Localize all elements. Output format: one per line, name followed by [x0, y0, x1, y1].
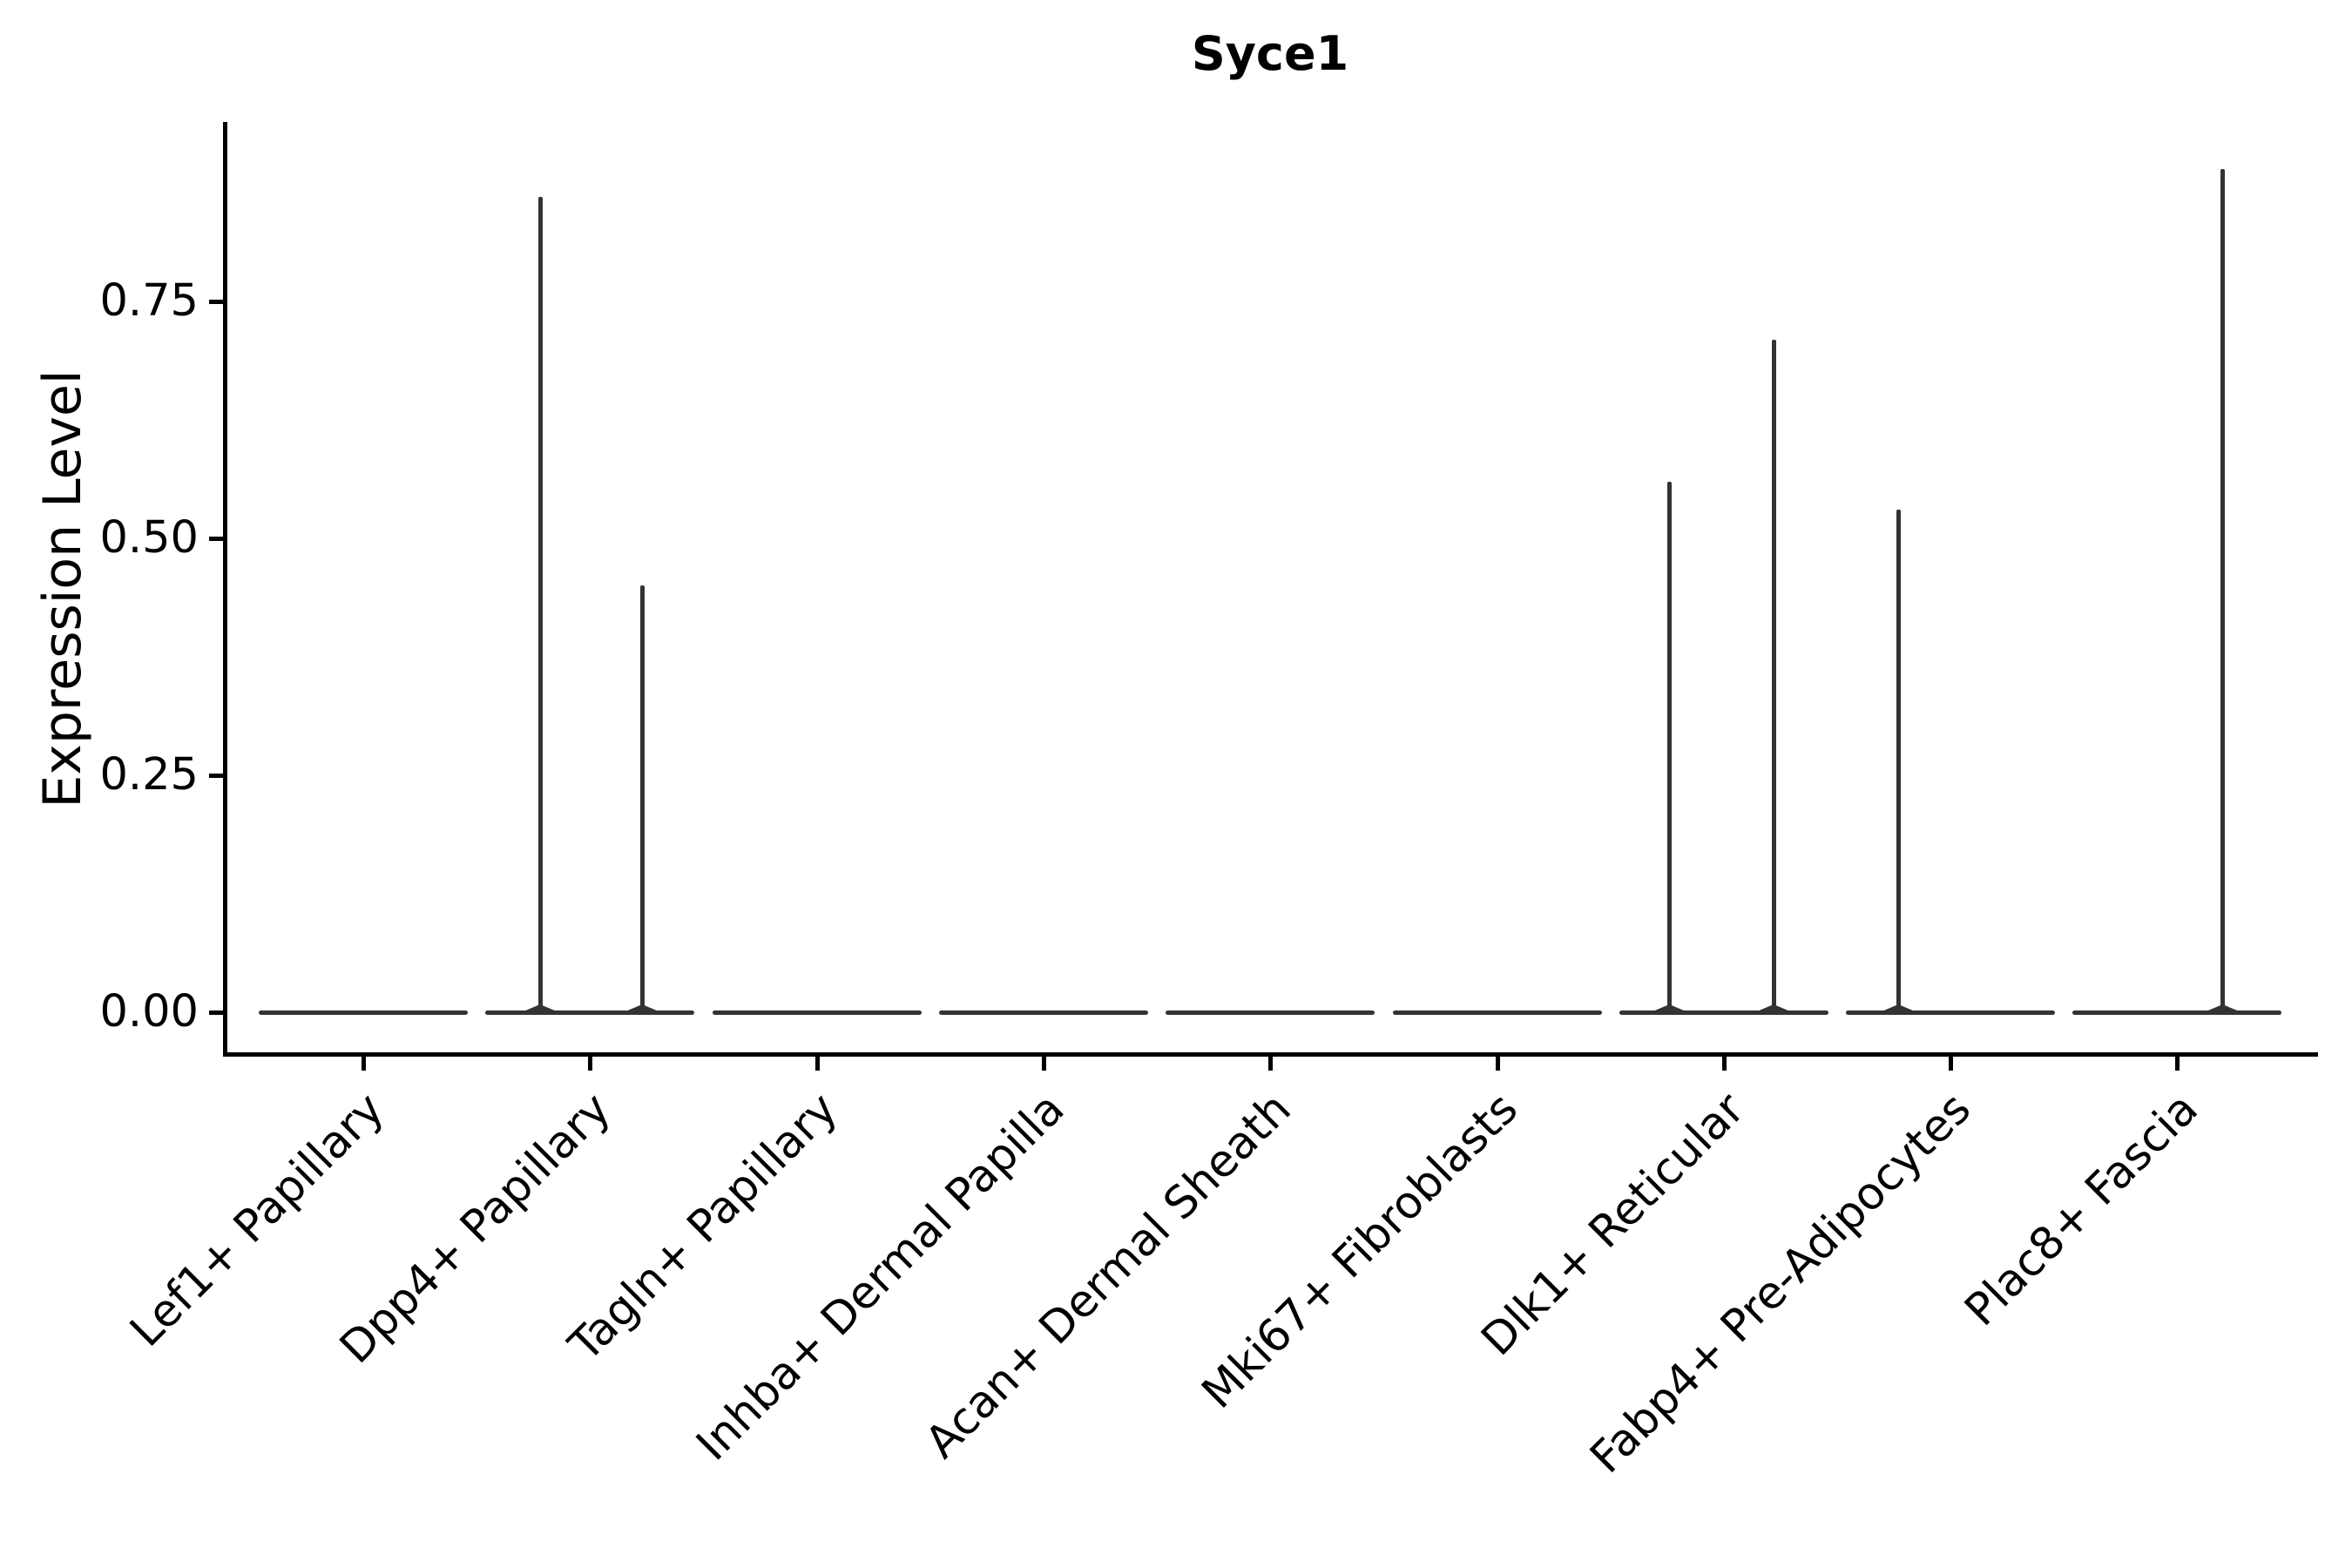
y-tick — [209, 537, 223, 541]
y-tick — [209, 774, 223, 778]
x-axis-line — [223, 1052, 2318, 1057]
violin-spike — [537, 197, 543, 1012]
violin-baseline — [712, 1010, 922, 1015]
violin-spike — [1666, 481, 1672, 1012]
violin-baseline — [259, 1010, 468, 1015]
x-tick-label: Inhba+ Dermal Papilla — [686, 1083, 1075, 1471]
x-tick-label: Plac8+ Fascia — [1955, 1083, 2208, 1336]
x-tick — [1268, 1057, 1274, 1071]
y-tick-label: 0.00 — [99, 986, 199, 1037]
y-tick-label: 0.25 — [99, 749, 199, 801]
violin-baseline — [1619, 1010, 1828, 1015]
x-tick — [1949, 1057, 1954, 1071]
x-tick-label: Fabp4+ Pre-Adipocytes — [1581, 1083, 1982, 1484]
violin-spike-base — [1882, 1004, 1916, 1011]
x-tick — [1721, 1057, 1727, 1071]
violin-spike — [2220, 168, 2225, 1012]
violin-baseline — [938, 1010, 1148, 1015]
y-axis-line — [223, 122, 227, 1057]
x-tick — [588, 1057, 593, 1071]
x-tick — [1041, 1057, 1046, 1071]
violin-spike-base — [625, 1004, 659, 1011]
violin-spike — [1896, 510, 1901, 1012]
y-tick-label: 0.75 — [99, 275, 199, 327]
violin-spike-base — [2206, 1004, 2240, 1011]
violin-spike — [639, 585, 645, 1012]
y-tick — [209, 1010, 223, 1015]
y-tick-label: 0.50 — [99, 512, 199, 564]
y-axis-label: Expression Level — [32, 369, 93, 808]
x-tick — [2175, 1057, 2180, 1071]
x-tick — [362, 1057, 366, 1071]
y-tick — [209, 300, 223, 304]
x-tick — [1495, 1057, 1500, 1071]
x-tick — [814, 1057, 820, 1071]
violin-baseline — [1846, 1010, 2056, 1015]
violin-baseline — [2072, 1010, 2282, 1015]
violin-spike-base — [524, 1004, 558, 1011]
violin-spike-base — [1757, 1004, 1791, 1011]
chart-title: Syce1 — [1191, 26, 1349, 81]
violin-spike — [1771, 339, 1776, 1012]
violin-baseline — [1392, 1010, 1602, 1015]
x-tick-label: Acan+ Dermal Sheath — [916, 1083, 1301, 1469]
violin-baseline — [485, 1010, 695, 1015]
violin-spike-base — [1652, 1004, 1686, 1011]
violin-baseline — [1166, 1010, 1375, 1015]
